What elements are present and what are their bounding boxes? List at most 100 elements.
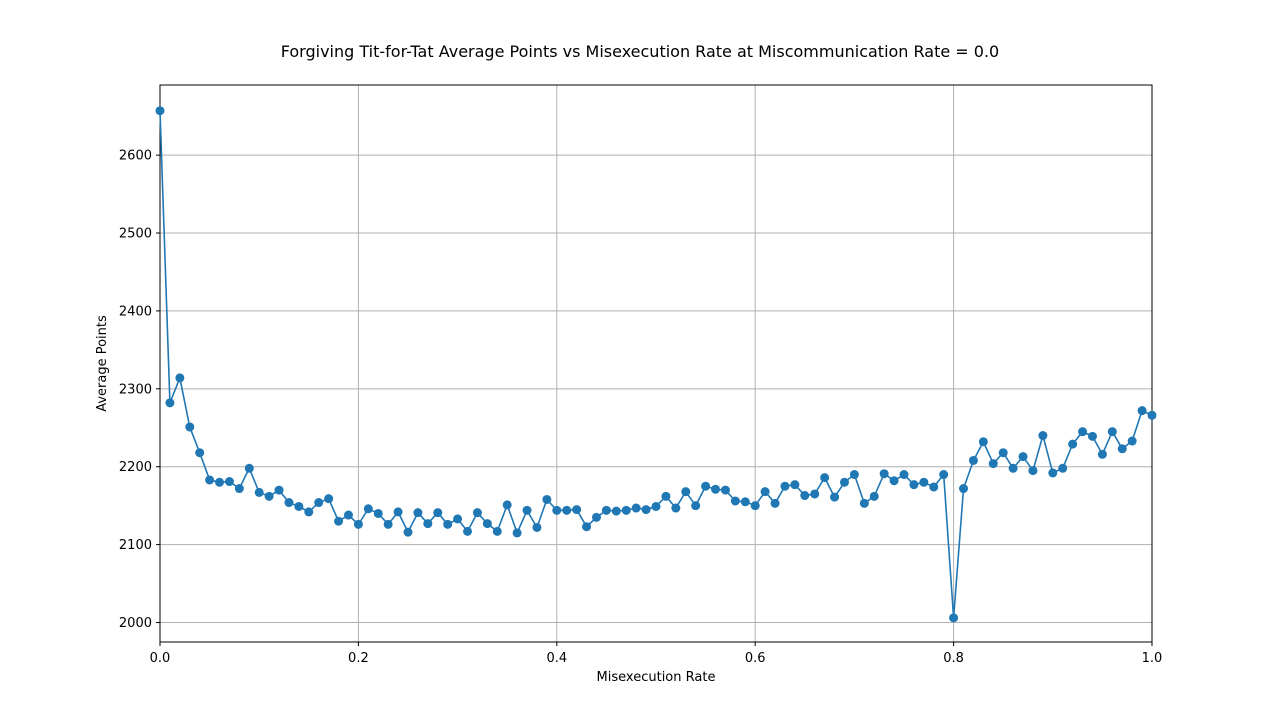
data-point — [1107, 427, 1117, 437]
data-point — [363, 504, 373, 514]
data-point — [373, 508, 383, 518]
data-point — [701, 481, 711, 491]
data-point — [552, 505, 562, 515]
data-point — [522, 505, 532, 515]
data-point — [720, 485, 730, 495]
x-axis-label: Misexecution Rate — [597, 670, 716, 685]
x-tick-label: 0.8 — [943, 651, 964, 666]
data-point — [244, 463, 254, 473]
data-point — [671, 503, 681, 513]
y-axis: 2000 2100 2200 2300 2400 2500 2600 — [119, 149, 160, 631]
grid-lines — [159, 85, 1153, 642]
y-tick-label: 2000 — [119, 616, 152, 631]
data-point — [393, 507, 403, 517]
data-point — [1087, 431, 1097, 441]
data-point — [691, 501, 701, 511]
data-point — [532, 522, 542, 532]
data-point — [859, 498, 869, 508]
data-point — [998, 448, 1008, 458]
data-point — [681, 487, 691, 497]
data-point — [463, 526, 473, 536]
data-point — [175, 373, 185, 383]
data-point — [919, 477, 929, 487]
data-point — [909, 480, 919, 490]
data-point — [750, 501, 760, 511]
data-point — [215, 477, 225, 487]
data-point — [810, 489, 820, 499]
x-tick-label: 1.0 — [1142, 651, 1163, 666]
series-line — [159, 110, 1153, 619]
data-point — [1147, 410, 1157, 420]
data-point — [1117, 444, 1127, 454]
data-point — [234, 484, 244, 494]
data-point — [820, 473, 830, 483]
data-point — [889, 476, 899, 486]
data-point — [304, 507, 314, 517]
data-point — [562, 505, 572, 515]
data-point — [988, 459, 998, 469]
data-point — [195, 448, 205, 458]
data-point — [631, 503, 641, 513]
y-tick-label: 2600 — [119, 149, 152, 164]
data-point — [879, 469, 889, 479]
x-tick-label: 0.4 — [546, 651, 567, 666]
x-tick-label: 0.6 — [745, 651, 766, 666]
data-point — [185, 422, 195, 432]
data-point — [711, 484, 721, 494]
plot-area-frame — [159, 84, 1153, 643]
data-point — [611, 506, 621, 516]
data-point — [443, 519, 453, 529]
data-point — [264, 491, 274, 501]
data-point — [1078, 427, 1088, 437]
data-point — [433, 508, 443, 518]
data-point — [324, 494, 334, 504]
data-point — [403, 527, 413, 537]
y-tick-label: 2300 — [119, 382, 152, 397]
data-point — [1028, 466, 1038, 476]
data-point — [254, 487, 264, 497]
data-point — [413, 508, 423, 518]
data-point — [1137, 406, 1147, 416]
data-point — [383, 519, 393, 529]
data-point — [770, 498, 780, 508]
data-point — [284, 498, 294, 508]
data-point — [472, 508, 482, 518]
data-point — [959, 484, 969, 494]
data-point — [661, 491, 671, 501]
data-point — [601, 505, 611, 515]
data-point — [869, 491, 879, 501]
data-point — [294, 501, 304, 511]
data-point — [1018, 452, 1028, 462]
y-tick-label: 2100 — [119, 538, 152, 553]
data-point — [274, 485, 284, 495]
data-point — [1038, 431, 1048, 441]
data-point — [1068, 439, 1078, 449]
x-axis: 0.0 0.2 0.4 0.6 0.8 1.0 — [150, 642, 1163, 666]
data-point — [155, 106, 165, 116]
y-axis-label: Average Points — [95, 315, 110, 412]
data-point — [512, 528, 522, 538]
data-point — [423, 519, 433, 529]
data-point — [621, 505, 631, 515]
data-point — [760, 487, 770, 497]
data-point — [502, 500, 512, 510]
data-point — [1127, 436, 1137, 446]
data-point — [780, 481, 790, 491]
x-tick-label: 0.2 — [348, 651, 369, 666]
data-point — [839, 477, 849, 487]
data-point — [572, 505, 582, 515]
data-point — [482, 519, 492, 529]
data-point — [591, 512, 601, 522]
data-point — [929, 482, 939, 492]
data-point — [949, 613, 959, 623]
data-point — [968, 455, 978, 465]
y-tick-label: 2400 — [119, 304, 152, 319]
data-point — [343, 510, 353, 520]
data-point — [353, 519, 363, 529]
data-point — [730, 496, 740, 506]
data-point — [453, 514, 463, 524]
data-point — [651, 501, 661, 511]
data-point — [205, 475, 215, 485]
data-point — [939, 470, 949, 480]
